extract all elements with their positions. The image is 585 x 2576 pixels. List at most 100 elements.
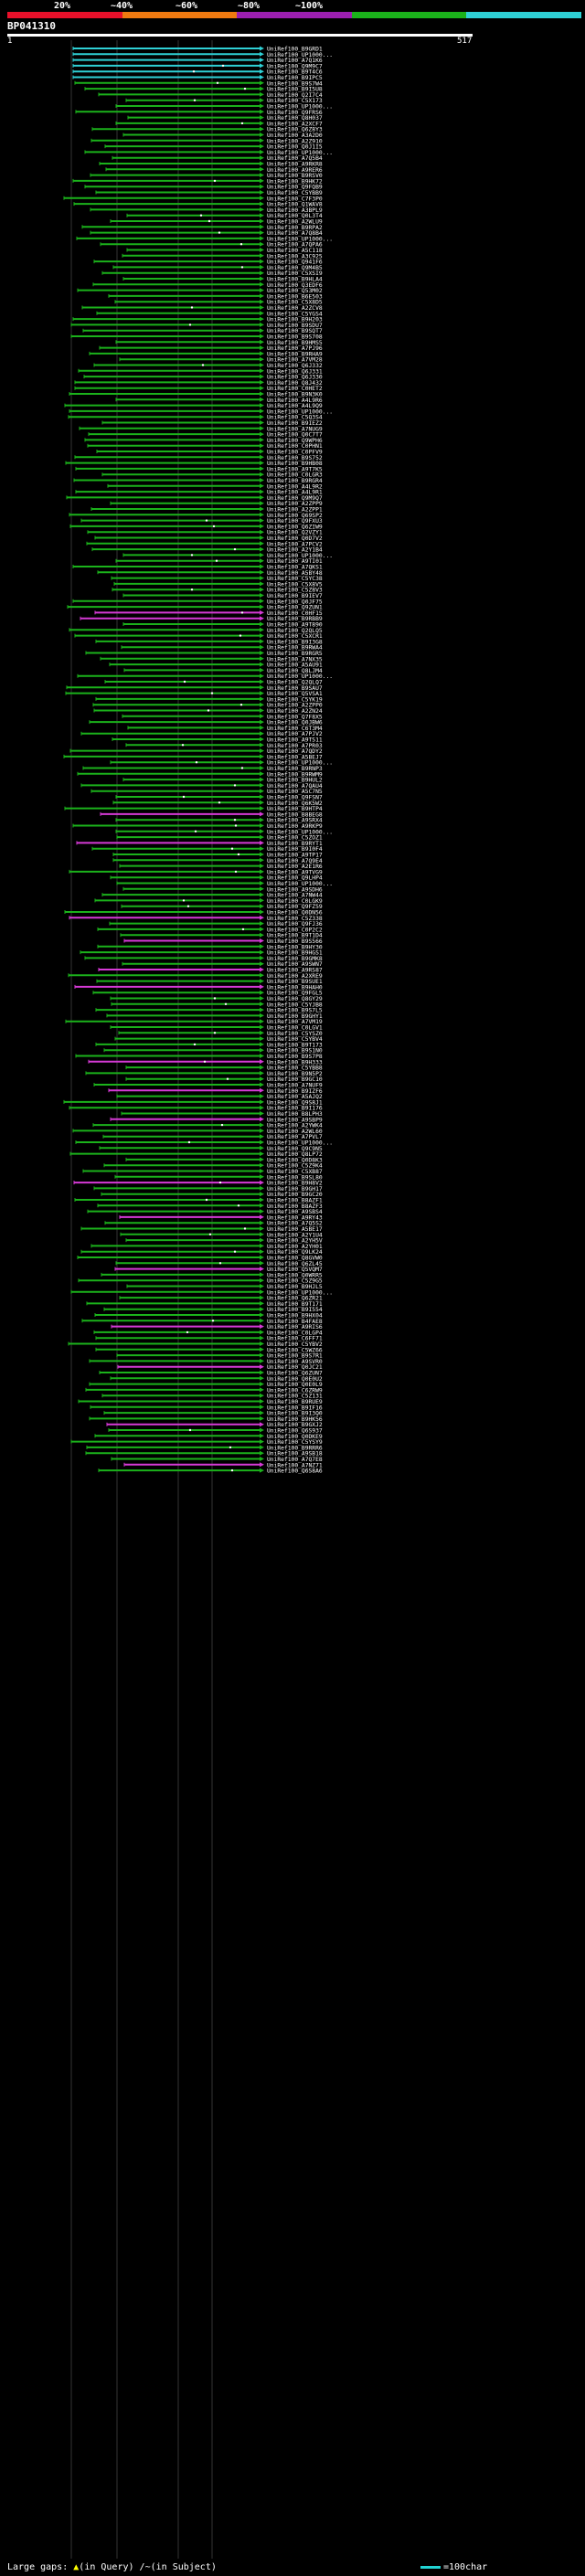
hit-row[interactable]: UniRef100_A2WLU9 — [110, 218, 323, 226]
hit-label[interactable]: UniRef100_Q6J330 — [267, 375, 323, 381]
hit-label[interactable]: UniRef100_A7NUG9 — [267, 426, 323, 432]
hit-row[interactable]: UniRef100_A7PR03 — [125, 742, 323, 749]
hit-row[interactable]: UniRef100_UP1000... — [84, 149, 333, 156]
hit-row[interactable]: UniRef100_Q9ZUN1 — [67, 604, 323, 611]
hit-row[interactable]: UniRef100_B9H333 — [88, 1059, 323, 1065]
hit-label[interactable]: UniRef100_C5XCR1 — [267, 633, 323, 640]
hit-label[interactable]: UniRef100_Q6ZR21 — [267, 1296, 323, 1302]
hit-label[interactable]: UniRef100_B6E503 — [267, 293, 323, 300]
hit-label[interactable]: UniRef100_Q5VQM7 — [267, 1267, 323, 1273]
hit-label[interactable]: UniRef100_A7Q8B4 — [267, 230, 323, 237]
hit-label[interactable]: UniRef100_C5YBV4 — [267, 1036, 323, 1043]
hit-row[interactable]: UniRef100_A5AU91 — [109, 662, 323, 669]
hit-row[interactable]: UniRef100_Q5VQM7 — [114, 1267, 323, 1273]
hit-row[interactable]: UniRef100_C5Z8V3 — [112, 587, 323, 594]
hit-label[interactable]: UniRef100_B9S566 — [267, 938, 323, 945]
hit-row[interactable]: UniRef100_A5AJQ2 — [116, 1094, 323, 1100]
hit-row[interactable]: UniRef100_B9T4C6 — [72, 69, 323, 76]
hit-row[interactable]: UniRef100_C5X173 — [125, 98, 323, 104]
hit-label[interactable]: UniRef100_C5Z338 — [267, 916, 323, 922]
hit-row[interactable]: UniRef100_A9RKP9 — [72, 823, 323, 830]
hit-label[interactable]: UniRef100_UP1000... — [267, 760, 333, 767]
hit-row[interactable]: UniRef100_A2E1R6 — [119, 864, 323, 870]
hit-label[interactable]: UniRef100_A4L9R2 — [267, 483, 323, 490]
hit-label[interactable]: UniRef100_A2E1R6 — [267, 864, 323, 870]
hit-row[interactable]: UniRef100_A9RER6 — [105, 166, 323, 174]
hit-label[interactable]: UniRef100_A7NUF9 — [267, 1083, 323, 1089]
hit-row[interactable]: UniRef100_Q6Z8Y3 — [91, 126, 323, 133]
hit-label[interactable]: UniRef100_B9S7W4 — [267, 80, 323, 87]
hit-row[interactable]: UniRef100_Q9FSN7 — [115, 794, 323, 801]
hit-label[interactable]: UniRef100_B9T1D4 — [267, 933, 323, 939]
hit-row[interactable]: UniRef100_A7Q1K6 — [72, 58, 323, 64]
hit-label[interactable]: UniRef100_C5YC38 — [267, 576, 323, 582]
hit-row[interactable]: UniRef100_B9SDU7 — [70, 322, 323, 329]
hit-row[interactable]: UniRef100_Q69SP2 — [69, 512, 323, 519]
hit-label[interactable]: UniRef100_Q941F6 — [267, 260, 323, 266]
hit-row[interactable]: UniRef100_B9I554 — [103, 1307, 323, 1313]
hit-label[interactable]: UniRef100_A9SRX4 — [267, 818, 323, 824]
hit-label[interactable]: UniRef100_C0LGR3 — [267, 472, 323, 479]
hit-row[interactable]: UniRef100_B9H8V2 — [73, 1180, 323, 1187]
hit-row[interactable]: UniRef100_A2YH01 — [90, 1243, 323, 1250]
hit-label[interactable]: UniRef100_Q2VZY1 — [267, 530, 323, 536]
hit-row[interactable]: UniRef100_B8AZF3 — [97, 1203, 323, 1210]
hit-row[interactable]: UniRef100_A4L9R2 — [107, 483, 323, 490]
hit-row[interactable]: UniRef100_Q6ZL45 — [115, 1260, 323, 1267]
hit-label[interactable]: UniRef100_A4L9Q9 — [267, 403, 323, 409]
hit-label[interactable]: UniRef100_A2Y1B4 — [267, 547, 323, 554]
hit-label[interactable]: UniRef100_Q8GVW0 — [267, 1256, 323, 1262]
hit-label[interactable]: UniRef100_C0LGP4 — [267, 1330, 323, 1336]
hit-label[interactable]: UniRef100_A2ZN24 — [267, 708, 323, 715]
hit-row[interactable]: UniRef100_A7QAU4 — [80, 782, 323, 790]
hit-row[interactable]: UniRef100_C5YBV2 — [68, 1341, 323, 1348]
hit-row[interactable]: UniRef100_Q6ZUN7 — [99, 1370, 323, 1377]
hit-label[interactable]: UniRef100_C5X8V5 — [267, 581, 323, 588]
hit-row[interactable]: UniRef100_Q0D7V2 — [94, 535, 323, 542]
hit-row[interactable]: UniRef100_UP1000... — [115, 103, 333, 111]
hit-row[interactable]: UniRef100_Q9C9N5 — [99, 1145, 323, 1152]
hit-row[interactable]: UniRef100_B8AZF1 — [74, 1197, 323, 1204]
hit-row[interactable]: UniRef100_Q0J1I5 — [104, 143, 323, 151]
hit-row[interactable]: UniRef100_UP1000... — [115, 829, 333, 835]
hit-row[interactable]: UniRef100_C5WZ66 — [95, 1347, 323, 1353]
hit-label[interactable]: UniRef100_Q6Z8Y3 — [267, 127, 323, 133]
hit-row[interactable]: UniRef100_Q6S8A6 — [98, 1468, 323, 1475]
hit-row[interactable]: UniRef100_C5YK19 — [95, 696, 323, 703]
hit-label[interactable]: UniRef100_B9H203 — [267, 317, 323, 323]
hit-label[interactable]: UniRef100_UP1000... — [267, 236, 333, 242]
hit-row[interactable]: UniRef100_B9HK72 — [72, 178, 323, 185]
hit-row[interactable]: UniRef100_C5YBB8 — [125, 1065, 323, 1072]
hit-row[interactable]: UniRef100_A7NW44 — [101, 892, 323, 899]
hit-label[interactable]: UniRef100_B9I554 — [267, 1307, 323, 1313]
hit-row[interactable]: UniRef100_B9IEV7 — [122, 593, 323, 599]
hit-row[interactable]: UniRef100_B9HB08 — [65, 461, 323, 467]
hit-label[interactable]: UniRef100_B8AZF1 — [267, 1198, 323, 1204]
hit-row[interactable]: UniRef100_Q9M4B5 — [112, 264, 323, 271]
hit-row[interactable]: UniRef100_A2Z910 — [90, 138, 323, 144]
hit-row[interactable]: UniRef100_B9IPC5 — [72, 75, 323, 81]
hit-label[interactable]: UniRef100_B9RGR5 — [267, 651, 323, 657]
hit-label[interactable]: UniRef100_Q9C9N5 — [267, 1146, 323, 1152]
hit-label[interactable]: UniRef100_C5Z8V3 — [267, 588, 323, 594]
hit-row[interactable]: UniRef100_Q941F6 — [93, 259, 323, 266]
hit-row[interactable]: UniRef100_Q6K5W2 — [112, 800, 323, 807]
hit-label[interactable]: UniRef100_UP1000... — [267, 881, 333, 887]
hit-row[interactable]: UniRef100_A2YWK4 — [92, 1122, 323, 1129]
hit-row[interactable]: UniRef100_Q9M9C7 — [72, 63, 323, 69]
hit-row[interactable]: UniRef100_B9RWA4 — [121, 644, 323, 652]
hit-row[interactable]: UniRef100_B9RYT1 — [76, 840, 323, 847]
hit-label[interactable]: UniRef100_A9SB18 — [267, 1451, 323, 1458]
hit-row[interactable]: UniRef100_A3C925 — [122, 253, 323, 260]
hit-row[interactable]: UniRef100_B9RRR6 — [86, 1445, 323, 1451]
hit-row[interactable]: UniRef100_B9SQT7 — [82, 328, 323, 334]
hit-row[interactable]: UniRef100_Q2QLQ5 — [69, 627, 323, 634]
hit-label[interactable]: UniRef100_Q9FXU3 — [267, 518, 323, 525]
hit-row[interactable]: UniRef100_A2ZPP0 — [92, 702, 323, 709]
hit-row[interactable]: UniRef100_Q2I7C4 — [98, 91, 323, 99]
hit-row[interactable]: UniRef100_Q9FZ59 — [121, 904, 323, 910]
hit-row[interactable]: UniRef100_Q8H037 — [127, 115, 323, 122]
hit-row[interactable]: UniRef100_A7NUF9 — [93, 1082, 323, 1089]
hit-row[interactable]: UniRef100_B8BEG8 — [100, 811, 323, 818]
hit-label[interactable]: UniRef100_A9SVR0 — [267, 1359, 323, 1365]
